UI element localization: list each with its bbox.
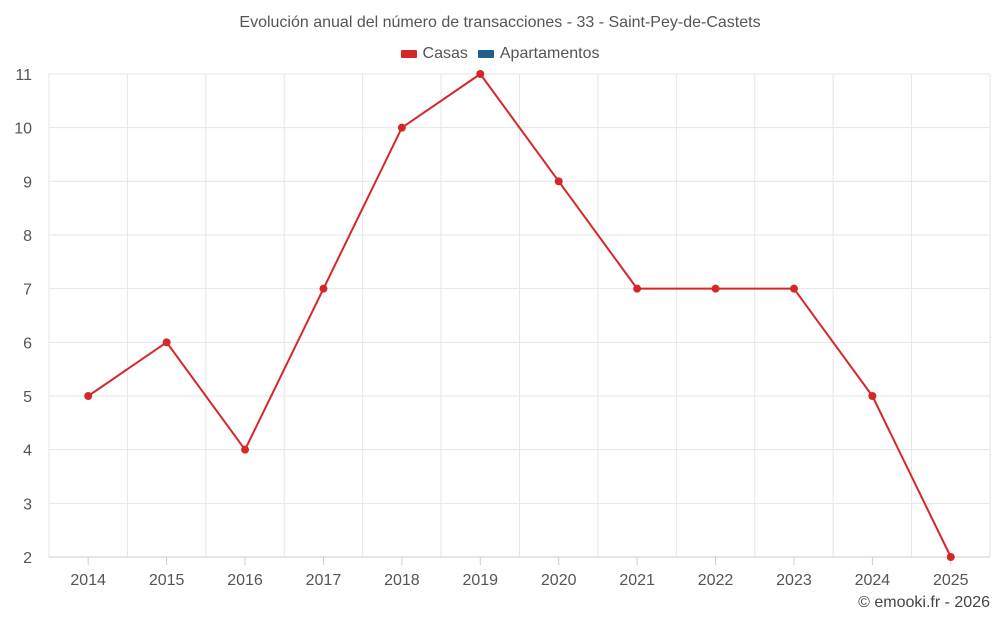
legend-item-apartamentos[interactable]: Apartamentos bbox=[477, 45, 600, 63]
data-point-casas-2021 bbox=[633, 284, 642, 293]
series-line-casas bbox=[87, 73, 952, 558]
y-tick-label-2: 2 bbox=[23, 550, 32, 567]
x-tick-label-2020: 2020 bbox=[541, 572, 577, 589]
legend-swatch-casas bbox=[400, 50, 417, 58]
x-tick-label-2022: 2022 bbox=[698, 572, 734, 589]
data-point-casas-2025 bbox=[946, 553, 955, 561]
y-tick-label-9: 9 bbox=[23, 174, 32, 191]
x-tick-label-2018: 2018 bbox=[384, 572, 420, 589]
x-tick-label-2014: 2014 bbox=[70, 572, 106, 589]
x-tick-label-2025: 2025 bbox=[933, 572, 969, 589]
y-tick-label-3: 3 bbox=[23, 496, 32, 513]
credit-text: © emooki.fr - 2026 bbox=[858, 594, 990, 611]
x-tick-label-2021: 2021 bbox=[619, 572, 655, 589]
x-tick-label-2017: 2017 bbox=[306, 572, 342, 589]
legend-swatch-apartamentos bbox=[477, 50, 494, 58]
data-point-casas-2024 bbox=[868, 392, 877, 400]
y-tick-label-5: 5 bbox=[23, 389, 32, 406]
legend-item-casas[interactable]: Casas bbox=[400, 45, 468, 63]
data-point-casas-2017 bbox=[319, 284, 328, 293]
legend-label-casas: Casas bbox=[422, 45, 468, 62]
data-point-casas-2019 bbox=[476, 70, 485, 78]
y-tick-label-6: 6 bbox=[23, 335, 32, 352]
data-point-casas-2018 bbox=[397, 123, 406, 132]
y-tick-label-7: 7 bbox=[23, 282, 32, 299]
chart-title: Evolución anual del número de transaccio… bbox=[239, 14, 761, 31]
x-tick-label-2023: 2023 bbox=[776, 572, 812, 589]
y-tick-label-10: 10 bbox=[14, 121, 32, 138]
data-point-casas-2014 bbox=[84, 392, 93, 400]
data-point-casas-2020 bbox=[554, 177, 563, 186]
y-tick-label-8: 8 bbox=[23, 228, 32, 245]
x-tick-label-2019: 2019 bbox=[462, 572, 498, 589]
x-tick-label-2016: 2016 bbox=[227, 572, 263, 589]
y-tick-label-4: 4 bbox=[23, 443, 32, 460]
x-tick-label-2024: 2024 bbox=[855, 572, 891, 589]
legend-label-apartamentos: Apartamentos bbox=[499, 45, 600, 62]
data-point-casas-2022 bbox=[711, 284, 720, 293]
data-point-casas-2023 bbox=[789, 284, 798, 293]
legend: Casas Apartamentos bbox=[0, 45, 1000, 63]
data-point-casas-2016 bbox=[241, 445, 250, 454]
data-point-casas-2015 bbox=[162, 338, 171, 347]
y-tick-label-11: 11 bbox=[15, 67, 32, 84]
x-tick-label-2015: 2015 bbox=[149, 572, 185, 589]
